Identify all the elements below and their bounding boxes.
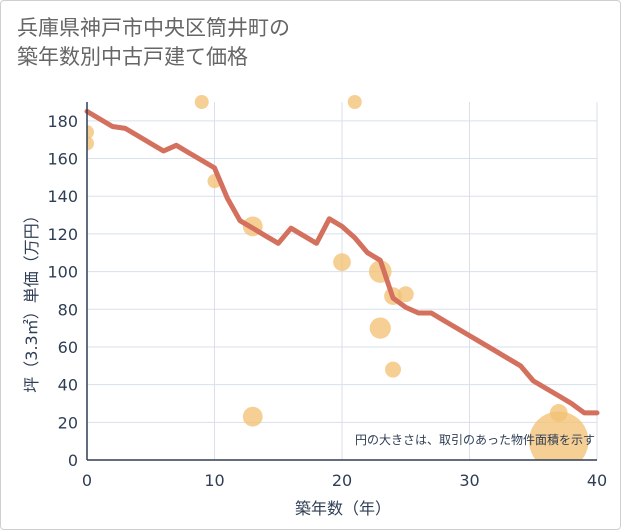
x-tick-label: 30 [459,471,479,490]
average-line-series [84,108,600,416]
bubble-point [397,286,414,303]
y-tick-label: 20 [58,413,78,432]
y-tick-label: 100 [47,263,78,282]
x-tick-label: 20 [332,471,352,490]
y-tick-label: 80 [58,300,78,319]
bubble-point [87,136,94,151]
chart-title-line-2: 築年数別中古戸建て価格 [17,45,248,69]
y-tick-label: 140 [47,187,78,206]
y-tick-label: 120 [47,225,78,244]
x-tick-label: 0 [82,471,92,490]
x-tick-label: 10 [204,471,224,490]
y-tick-label: 40 [58,376,78,395]
bubble-point [529,411,589,460]
grid-lines [87,102,598,460]
bubble-point [347,95,362,109]
bubble-point [369,317,391,339]
bubble-point [242,406,263,427]
average-price-line [84,108,600,416]
bubble-point [194,95,209,109]
chart-title: 兵庫県神戸市中央区筒井町の 築年数別中古戸建て価格 [17,14,290,72]
bubble-series [87,95,589,460]
bubble-point [333,253,351,272]
bubble-size-note: 円の大きさは、取引のあった物件面積を示す [355,432,595,447]
x-tick-label: 40 [587,471,607,490]
y-tick-label: 180 [47,112,78,131]
chart-title-line-1: 兵庫県神戸市中央区筒井町の [17,16,290,40]
y-tick-label: 160 [47,150,78,169]
y-axis-title: 坪（3.3㎡）単価（万円） [22,207,41,392]
bubble-point [87,125,94,140]
axes: 0 20 40 60 80 100 120 140 160 180 0 10 20 30 40 [47,102,607,490]
x-axis-title: 築年数（年） [295,499,391,518]
bubble-point [385,361,401,378]
y-tick-label: 60 [58,338,78,357]
y-tick-label: 0 [68,451,78,470]
